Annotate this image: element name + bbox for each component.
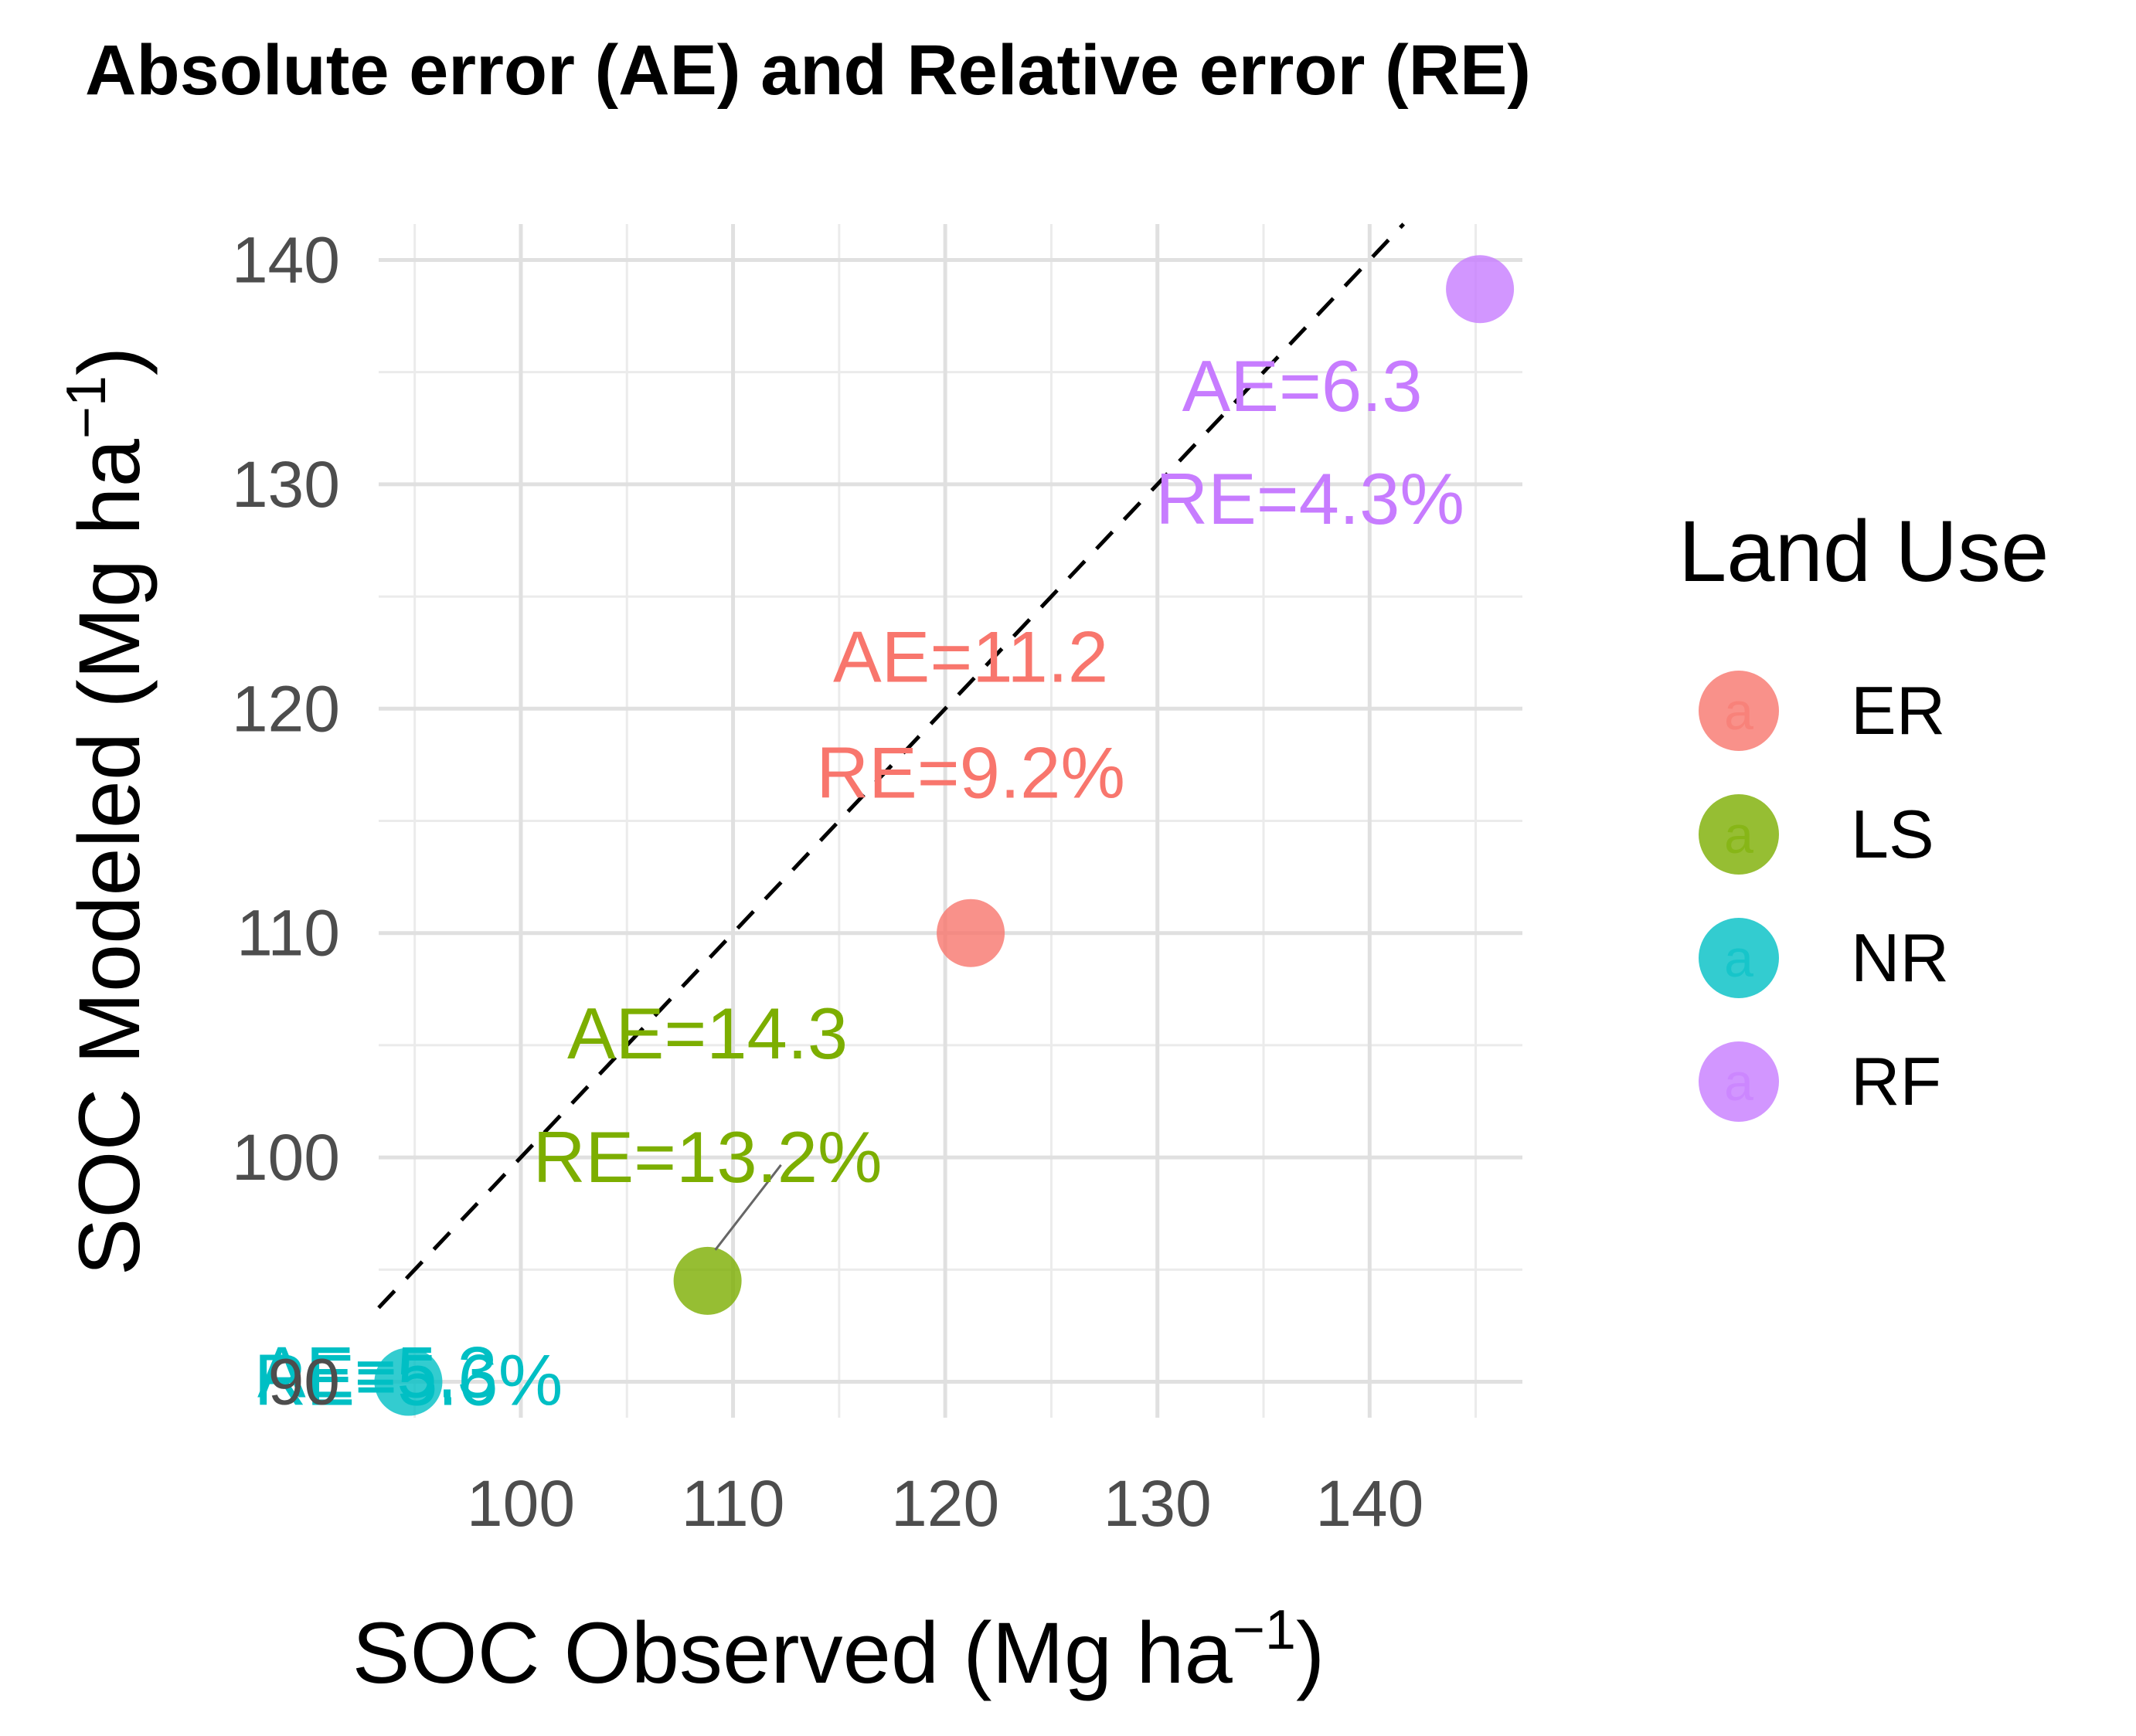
y-tick-labels: 90 100 110 120 130 140 xyxy=(232,223,340,1418)
y-tick-label: 90 xyxy=(268,1346,340,1418)
x-tick-labels: 100 110 120 130 140 xyxy=(467,1467,1423,1540)
legend-label-ls: LS xyxy=(1851,796,1934,872)
ae-label-rf: AE=6.3 xyxy=(1182,345,1423,426)
point-rf xyxy=(1446,255,1515,324)
point-er xyxy=(937,899,1005,967)
y-axis-title: SOC Modeled (Mg ha−1) xyxy=(56,347,158,1276)
legend-key-glyph: a xyxy=(1724,1053,1753,1112)
reference-line-layer xyxy=(377,223,1406,1310)
x-tick-label: 110 xyxy=(682,1467,785,1540)
ae-label-er: AE=11.2 xyxy=(833,617,1108,698)
points-layer xyxy=(374,255,1515,1416)
point-ls xyxy=(673,1246,742,1315)
legend-key-glyph: a xyxy=(1724,682,1753,741)
legend-label-er: ER xyxy=(1851,672,1945,749)
re-label-rf: RE=4.3% xyxy=(1155,458,1464,539)
grid-major xyxy=(379,224,1522,1418)
legend-key-glyph: a xyxy=(1724,929,1753,988)
point-nr xyxy=(374,1347,443,1416)
y-tick-label: 130 xyxy=(232,448,340,521)
y-tick-label: 120 xyxy=(232,672,340,745)
x-tick-label: 130 xyxy=(1104,1467,1212,1540)
y-tick-label: 140 xyxy=(232,223,340,296)
x-tick-label: 100 xyxy=(467,1467,575,1540)
chart-title: Absolute error (AE) and Relative error (… xyxy=(85,31,1531,110)
legend-key-ls xyxy=(1699,794,1779,875)
identity-line xyxy=(377,223,1406,1310)
x-tick-label: 140 xyxy=(1315,1467,1423,1540)
re-label-nr: RE=5.6% xyxy=(254,1340,563,1421)
x-tick-label: 120 xyxy=(891,1467,999,1540)
legend-key-er xyxy=(1699,671,1779,751)
legend-label-nr: NR xyxy=(1851,919,1949,996)
legend-key-nr xyxy=(1699,918,1779,998)
ae-label-ls: AE=14.3 xyxy=(567,993,848,1074)
label-connector-ls xyxy=(714,1164,782,1251)
legend-title: Land Use xyxy=(1679,503,2049,600)
re-label-ls: RE=13.2% xyxy=(533,1116,883,1198)
grid-minor xyxy=(379,224,1522,1418)
legend-label-rf: RF xyxy=(1851,1043,1941,1119)
labels-layer: AE=11.2 RE=9.2% AE=14.3 RE=13.2% AE=5.3RE=5.… xyxy=(254,345,1464,1420)
x-axis-title: SOC Observed (Mg ha−1) xyxy=(352,1599,1325,1701)
legend: Land Use a ER a LS a NR a RF xyxy=(1679,503,2049,1122)
y-tick-label: 110 xyxy=(236,897,340,970)
legend-key-glyph: a xyxy=(1724,806,1753,865)
legend-key-rf xyxy=(1699,1041,1779,1122)
y-tick-label: 100 xyxy=(232,1121,340,1194)
re-label-er: RE=9.2% xyxy=(816,732,1125,814)
legend-items: a ER a LS a NR a RF xyxy=(1699,671,1949,1122)
ae-label-nr: AE=5.3 xyxy=(257,1332,498,1413)
